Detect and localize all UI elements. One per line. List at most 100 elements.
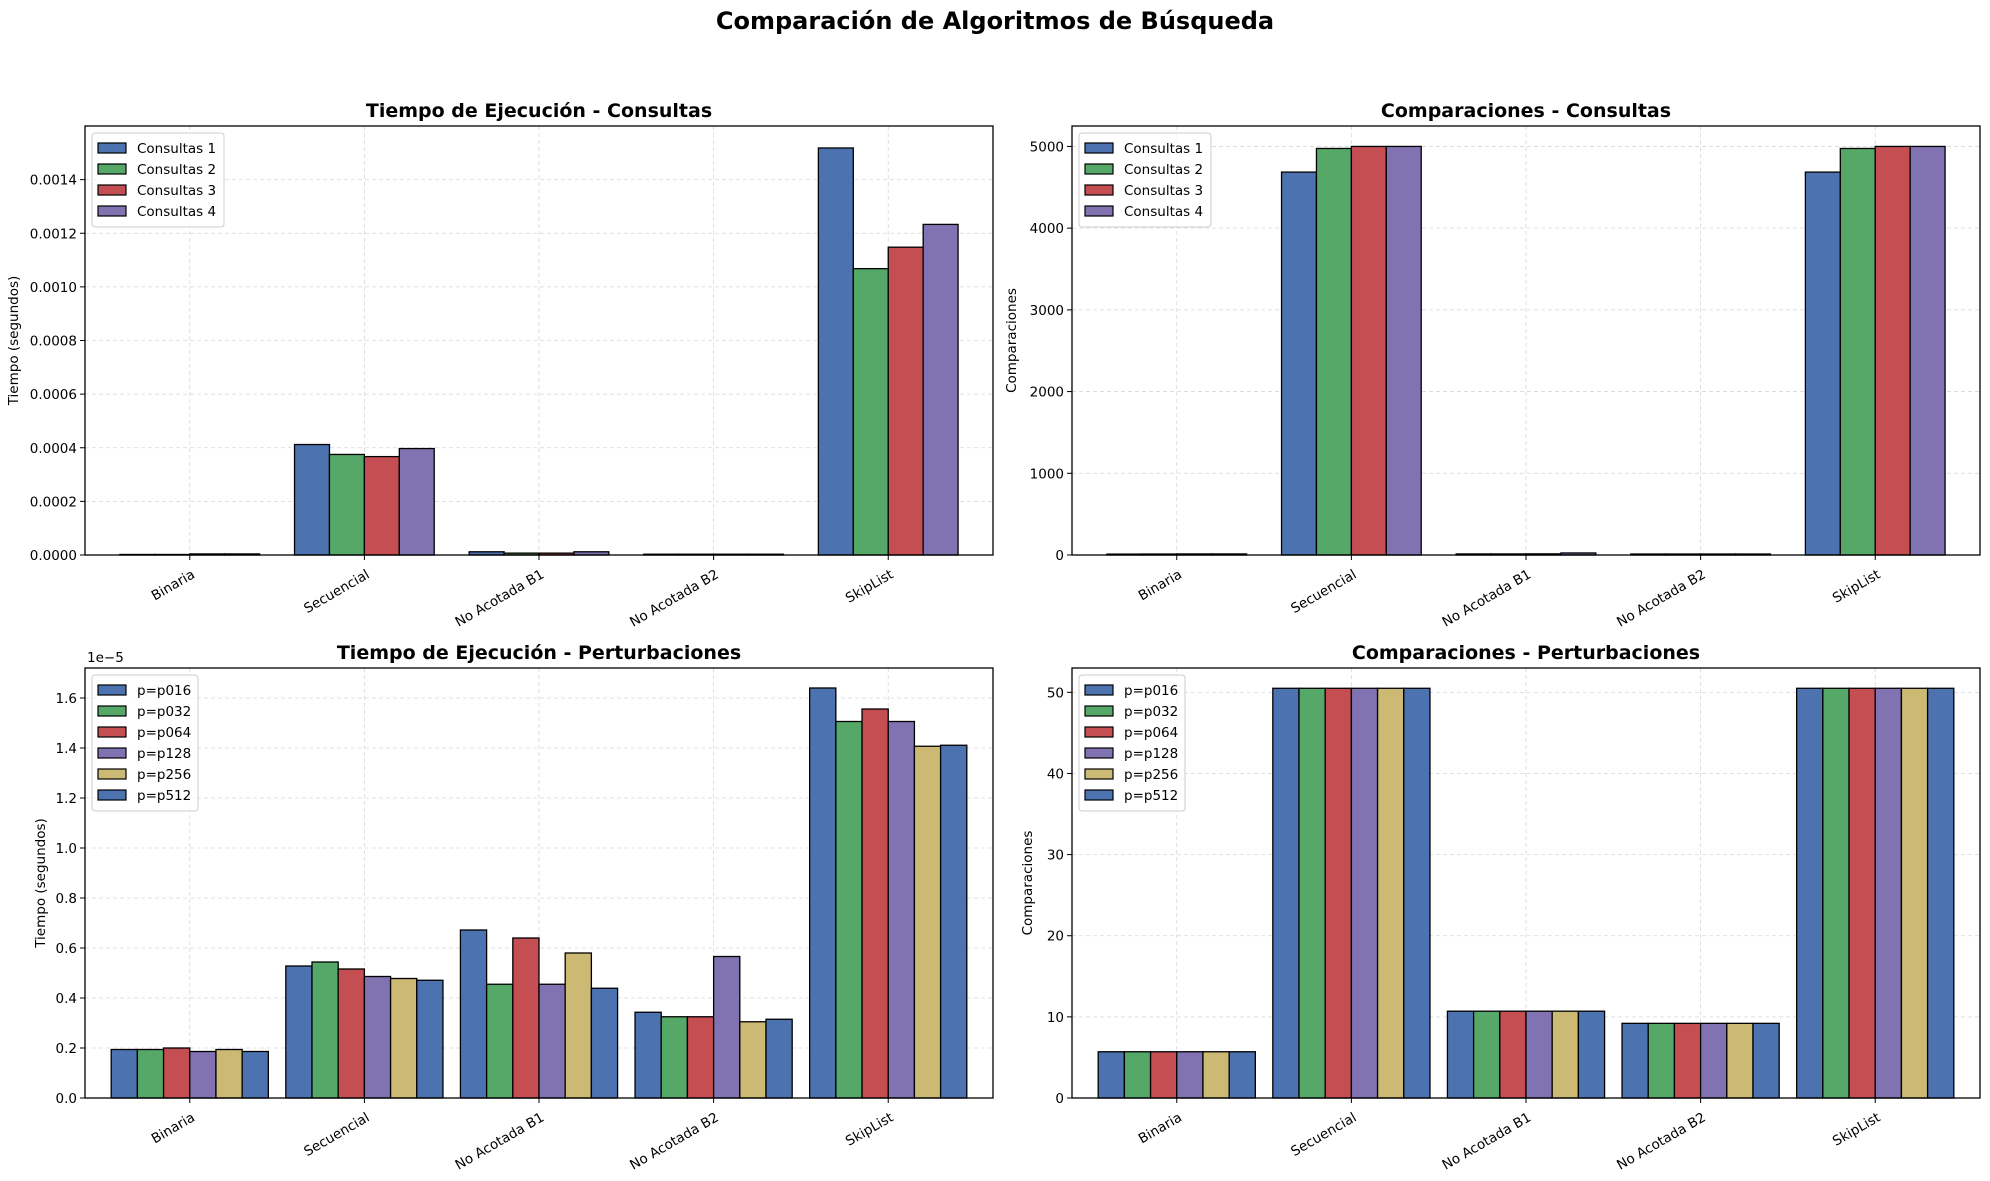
legend-swatch — [1084, 726, 1114, 738]
bar-secuencial-consultas-4 — [1385, 145, 1422, 556]
bar-no-acotada-b1-p-p064 — [1499, 1010, 1527, 1099]
bar-no-acotada-b1-p-p064 — [512, 937, 540, 1099]
bar-no-acotada-b1-p-p256 — [564, 952, 593, 1099]
bar-no-acotada-b2-p-p256 — [1726, 1022, 1754, 1099]
bar-skiplist-consultas-2 — [852, 267, 889, 556]
legend-label: Consultas 4 — [137, 204, 216, 220]
y-tick-label: 0.0000 — [30, 548, 77, 564]
legend-label: p=p064 — [137, 725, 191, 741]
bar-no-acotada-b1-p-p128 — [538, 983, 566, 1099]
bar-no-acotada-b2-p-p064 — [1673, 1022, 1702, 1099]
y-tick-label: 20 — [1047, 929, 1064, 945]
bar-secuencial-p-p128 — [1350, 687, 1379, 1099]
bar-skiplist-p-p064 — [1848, 687, 1876, 1099]
legend-swatch — [97, 142, 127, 154]
legend — [91, 132, 225, 228]
bar-secuencial-p-p016 — [285, 965, 313, 1099]
legend-label: Consultas 1 — [137, 141, 216, 157]
legend-label: p=p512 — [137, 788, 191, 804]
y-axis-label: Tiempo (segundos) — [33, 818, 49, 949]
bar-skiplist-p-p032 — [835, 720, 863, 1099]
legend-label: Consultas 1 — [1124, 141, 1203, 157]
y-tick-label: 1000 — [1030, 466, 1064, 482]
bar-no-acotada-b1-p-p016 — [459, 929, 488, 1099]
legend-swatch — [1084, 768, 1114, 780]
legend-label: Consultas 3 — [137, 183, 216, 199]
chart-title: Comparaciones - Perturbaciones — [1352, 642, 1700, 664]
bar-secuencial-consultas-1 — [1280, 171, 1318, 556]
y-tick-label: 0.8 — [56, 891, 77, 907]
bar-binaria-p-p128 — [1176, 1051, 1204, 1099]
bar-skiplist-p-p256 — [913, 745, 942, 1099]
bar-skiplist-p-p512 — [939, 744, 968, 1099]
bar-no-acotada-b1-p-p512 — [1577, 1010, 1606, 1099]
legend-label: p=p016 — [1124, 683, 1178, 699]
y-tick-label: 0.2 — [56, 1041, 77, 1057]
bar-skiplist-consultas-3 — [1874, 145, 1911, 556]
chart-title: Tiempo de Ejecución - Consultas — [366, 100, 712, 122]
legend-swatch — [97, 768, 127, 780]
y-tick-label: 0.0014 — [30, 173, 77, 189]
bar-secuencial-consultas-1 — [293, 443, 331, 556]
legend-swatch — [97, 789, 127, 801]
y-tick-label: 0 — [1055, 548, 1064, 564]
bar-no-acotada-b1-p-p032 — [485, 983, 514, 1099]
legend-swatch — [97, 726, 127, 738]
y-tick-label: 0.0002 — [30, 494, 77, 510]
bar-no-acotada-b2-p-p064 — [686, 1016, 715, 1099]
legend-label: p=p032 — [137, 704, 191, 720]
bar-no-acotada-b2-p-p128 — [712, 955, 741, 1099]
legend-label: Consultas 3 — [1124, 183, 1203, 199]
y-tick-label: 0.0008 — [30, 334, 77, 350]
bar-secuencial-consultas-4 — [398, 447, 435, 556]
legend-label: p=p128 — [137, 746, 191, 762]
y-tick-label: 1.4 — [56, 741, 77, 757]
bar-secuencial-consultas-3 — [363, 455, 400, 556]
y-tick-label: 50 — [1047, 685, 1064, 701]
y-tick-label: 40 — [1047, 766, 1064, 782]
bar-binaria-p-p016 — [110, 1048, 139, 1099]
y-axis-label: Tiempo (segundos) — [6, 276, 22, 407]
chart-title: Comparaciones - Consultas — [1381, 100, 1671, 122]
bar-binaria-p-p064 — [1149, 1051, 1178, 1099]
bar-secuencial-consultas-2 — [1315, 147, 1353, 556]
bar-binaria-p-p064 — [162, 1047, 191, 1099]
chart-title: Tiempo de Ejecución - Perturbaciones — [337, 642, 741, 664]
bar-secuencial-p-p512 — [416, 979, 444, 1099]
y-tick-label: 0.0004 — [30, 441, 77, 457]
legend-swatch — [1084, 789, 1114, 801]
chart-tiempo-consultas: 0.0000 0.0002 0.0004 0.0006 0.0008 0.0010 0.00… — [6, 100, 994, 630]
bar-secuencial-p-p032 — [1298, 687, 1326, 1099]
legend-swatch — [1084, 184, 1114, 196]
bar-no-acotada-b2-p-p128 — [1699, 1022, 1728, 1099]
bar-binaria-p-p512 — [241, 1050, 269, 1099]
bar-skiplist-consultas-1 — [1804, 171, 1841, 556]
y-tick-label: 4000 — [1030, 221, 1064, 237]
bar-no-acotada-b1-p-p512 — [590, 987, 619, 1099]
legend-label: p=p512 — [1124, 788, 1178, 804]
y-tick-label: 2000 — [1030, 385, 1064, 401]
legend-label: p=p256 — [137, 767, 191, 783]
legend-label: p=p032 — [1124, 704, 1178, 720]
legend-swatch — [97, 184, 127, 196]
legend-label: p=p256 — [1124, 767, 1178, 783]
bar-skiplist-consultas-1 — [817, 147, 854, 556]
bar-skiplist-p-p032 — [1822, 687, 1850, 1099]
y-tick-label: 0.0006 — [30, 387, 77, 403]
bar-binaria-p-p256 — [1202, 1051, 1230, 1099]
bar-no-acotada-b1-p-p016 — [1446, 1010, 1475, 1099]
legend-swatch — [97, 163, 127, 175]
bar-skiplist-consultas-2 — [1839, 147, 1876, 556]
legend-swatch — [97, 205, 127, 217]
legend-swatch — [1084, 142, 1114, 154]
y-tick-label: 0.4 — [56, 991, 77, 1007]
bar-binaria-p-p032 — [136, 1048, 165, 1099]
bar-no-acotada-b1-p-p256 — [1551, 1010, 1580, 1099]
bar-secuencial-p-p032 — [311, 961, 339, 1099]
bar-binaria-p-p128 — [189, 1050, 217, 1099]
legend-label: Consultas 2 — [1124, 162, 1203, 178]
legend-label: Consultas 4 — [1124, 204, 1203, 220]
